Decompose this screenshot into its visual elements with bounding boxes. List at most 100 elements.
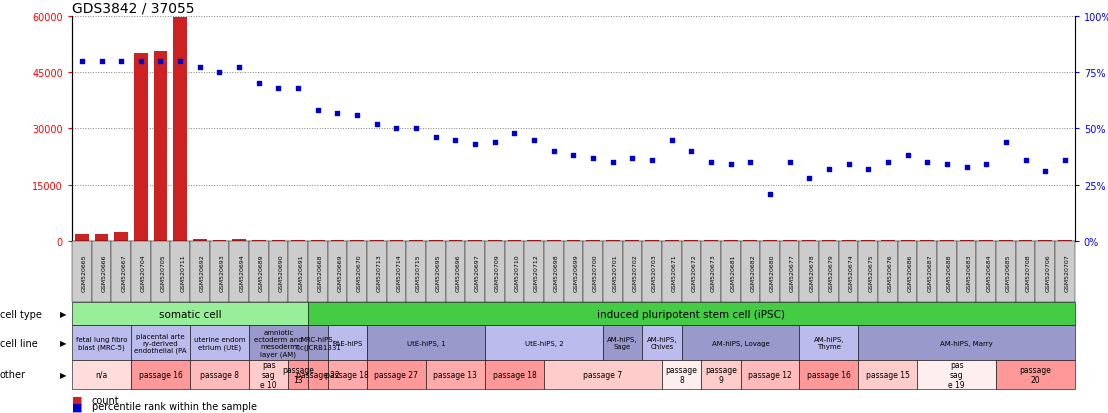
Text: ■: ■ — [72, 401, 82, 411]
Point — [938, 162, 956, 169]
Text: GSM520670: GSM520670 — [357, 254, 362, 291]
Point — [269, 85, 287, 92]
Point — [721, 162, 739, 169]
Text: GSM520691: GSM520691 — [298, 254, 304, 291]
Point — [820, 166, 838, 173]
Bar — [901, 241, 914, 242]
Point — [879, 159, 896, 166]
Point — [624, 155, 642, 161]
Bar — [233, 239, 246, 242]
Point — [250, 81, 268, 87]
Text: induced pluripotent stem cell (iPSC): induced pluripotent stem cell (iPSC) — [597, 309, 786, 319]
Point — [741, 159, 759, 166]
Point — [505, 130, 523, 137]
Text: passage 7: passage 7 — [583, 370, 623, 379]
Text: pas
sag
e 19: pas sag e 19 — [948, 360, 965, 389]
Text: GSM520708: GSM520708 — [1026, 254, 1030, 291]
Point — [329, 110, 347, 116]
Text: GSM520665: GSM520665 — [82, 254, 86, 291]
Bar — [469, 241, 482, 242]
Bar — [114, 232, 129, 242]
Text: ▶: ▶ — [60, 310, 66, 318]
Text: GSM520709: GSM520709 — [495, 253, 500, 291]
Bar — [626, 241, 639, 242]
Text: GSM520672: GSM520672 — [691, 253, 696, 291]
Point — [486, 139, 504, 146]
Point — [1056, 157, 1074, 164]
Text: AM-hiPS, Marry: AM-hiPS, Marry — [941, 340, 993, 346]
Bar — [370, 241, 383, 242]
Point — [1017, 157, 1035, 164]
Text: cell line: cell line — [0, 338, 38, 348]
Text: somatic cell: somatic cell — [158, 309, 222, 319]
Point — [172, 58, 189, 65]
Text: GSM520666: GSM520666 — [102, 254, 106, 291]
Point — [525, 137, 543, 144]
Text: GSM520674: GSM520674 — [849, 253, 853, 291]
Bar — [586, 241, 599, 242]
Text: GSM520682: GSM520682 — [750, 254, 756, 291]
Text: GSM520677: GSM520677 — [790, 253, 794, 291]
Text: passage 15: passage 15 — [866, 370, 910, 379]
Point — [584, 155, 602, 161]
Bar — [134, 54, 147, 242]
Point — [408, 126, 425, 132]
Bar — [271, 241, 286, 242]
Point — [997, 139, 1015, 146]
Text: GSM520701: GSM520701 — [613, 254, 618, 291]
Bar — [685, 241, 698, 242]
Bar — [449, 241, 462, 242]
Text: GSM520714: GSM520714 — [397, 253, 401, 291]
Text: UtE-hiPS, 1: UtE-hiPS, 1 — [407, 340, 445, 346]
Bar — [881, 241, 895, 242]
Text: passage 27: passage 27 — [375, 370, 419, 379]
Text: GSM520675: GSM520675 — [869, 254, 873, 291]
Text: passage
8: passage 8 — [666, 365, 697, 384]
Point — [466, 142, 484, 148]
Text: GSM520680: GSM520680 — [770, 254, 774, 291]
Text: uterine endom
etrium (UtE): uterine endom etrium (UtE) — [194, 336, 245, 350]
Bar — [154, 52, 167, 242]
Point — [899, 153, 916, 159]
Point — [545, 148, 563, 155]
Text: GSM520705: GSM520705 — [161, 254, 165, 291]
Point — [702, 159, 720, 166]
Text: AM-hiPS,
Sage: AM-hiPS, Sage — [607, 337, 638, 349]
Bar — [193, 239, 207, 242]
Text: GSM520710: GSM520710 — [514, 254, 520, 291]
Bar — [213, 241, 226, 242]
Bar — [763, 241, 777, 242]
Bar — [527, 241, 541, 242]
Text: GDS3842 / 37055: GDS3842 / 37055 — [72, 1, 195, 15]
Text: GSM520698: GSM520698 — [554, 254, 558, 291]
Point — [230, 65, 248, 71]
Text: passage
20: passage 20 — [1019, 365, 1051, 384]
Text: GSM520673: GSM520673 — [711, 253, 716, 291]
Text: MRC-hiPS,
Tic(JCRB1331: MRC-hiPS, Tic(JCRB1331 — [295, 336, 341, 350]
Bar — [1018, 241, 1033, 242]
Point — [388, 126, 406, 132]
Bar — [724, 241, 738, 242]
Text: n/a: n/a — [95, 370, 107, 379]
Text: GSM520678: GSM520678 — [809, 254, 814, 291]
Text: percentile rank within the sample: percentile rank within the sample — [92, 401, 257, 411]
Text: fetal lung fibro
blast (MRC-5): fetal lung fibro blast (MRC-5) — [75, 336, 127, 350]
Text: GSM520703: GSM520703 — [652, 253, 657, 291]
Bar — [940, 241, 954, 242]
Point — [800, 175, 818, 182]
Text: AM-hiPS,
Chives: AM-hiPS, Chives — [647, 337, 677, 349]
Text: GSM520704: GSM520704 — [141, 253, 146, 291]
Text: GSM520686: GSM520686 — [907, 254, 913, 291]
Text: GSM520694: GSM520694 — [239, 253, 244, 291]
Text: GSM520696: GSM520696 — [455, 254, 461, 291]
Text: GSM520671: GSM520671 — [671, 254, 677, 291]
Bar — [291, 241, 305, 242]
Text: other: other — [0, 370, 25, 380]
Point — [564, 153, 583, 159]
Text: PAE-hiPS: PAE-hiPS — [332, 340, 362, 346]
Text: passage 12: passage 12 — [748, 370, 792, 379]
Bar — [409, 241, 423, 242]
Text: passage 18: passage 18 — [493, 370, 536, 379]
Text: passage
13: passage 13 — [283, 365, 314, 384]
Text: GSM520707: GSM520707 — [1065, 253, 1070, 291]
